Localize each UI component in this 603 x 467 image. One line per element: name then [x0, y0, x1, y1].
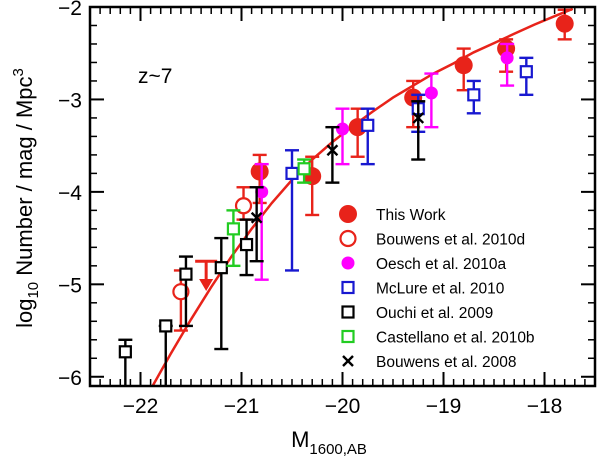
- legend-marker-this_work: [339, 205, 357, 223]
- x-tick-label: −18: [527, 395, 563, 418]
- y-axis-label: log10 Number / mag / Mpc3: [10, 68, 42, 328]
- upper-limit-arrowhead: [199, 278, 214, 291]
- data-point-oesch2010a: [335, 107, 350, 166]
- data-point-mclure2010: [360, 107, 375, 166]
- legend-item-mclure2010: McLure et al. 2010: [341, 280, 505, 298]
- x-tick-label: −22: [123, 395, 159, 418]
- legend-marker-mclure2010: [341, 280, 355, 295]
- marker-bouwens2008-stroke: [412, 112, 425, 124]
- legend: This Work Bouwens et al. 2010d Oesch et al…: [339, 205, 535, 371]
- data-points-layer: [118, 8, 574, 386]
- data-point-mclure2010: [519, 56, 534, 97]
- series-bouwens2008: [249, 100, 426, 263]
- marker-oesch2010a: [500, 51, 514, 65]
- marker-castellano2010b: [297, 162, 311, 176]
- legend-item-this_work: This Work: [339, 205, 446, 224]
- legend-marker-bouwens2008-stroke: [342, 355, 354, 367]
- data-point-oesch2010a: [500, 42, 515, 87]
- data-point-mclure2010: [466, 79, 481, 115]
- legend-marker-ouchi2009: [341, 305, 355, 319]
- marker-ouchi2009: [239, 237, 254, 252]
- y-axis-label-sub: 10: [25, 282, 42, 299]
- legend-marker-castellano2010b: [341, 329, 355, 344]
- x-tick-label: −20: [325, 395, 361, 418]
- axes: −22 −21 −20 −19 −18 −6 −5 −4 −3 −2: [58, 0, 596, 418]
- data-point-bouwens2008: [325, 125, 340, 184]
- data-point-bouwens2008: [411, 100, 426, 161]
- legend-label: Oesch et al. 2010a: [376, 256, 506, 273]
- marker-bouwens2008: [250, 211, 263, 224]
- legend-marker-oesch2010a: [341, 256, 355, 270]
- redshift-annotation: z~7: [138, 65, 172, 88]
- data-point-castellano2010b: [297, 158, 312, 184]
- marker-ouchi2009: [118, 345, 132, 359]
- marker-bouwens2010d: [172, 283, 190, 301]
- y-tick-label: −4: [58, 182, 82, 205]
- legend-item-bouwens2008: Bouwens et al. 2008: [342, 354, 516, 371]
- x-axis-label-sub: 1600,AB: [309, 441, 367, 458]
- series-ouchi2009: [118, 218, 254, 386]
- series-castellano2010b: [226, 158, 312, 268]
- marker-bouwens2008-stroke: [250, 211, 263, 224]
- data-point-ouchi2009: [239, 218, 254, 277]
- marker-this_work: [454, 56, 473, 75]
- data-point-ouchi2009: [118, 338, 133, 386]
- marker-this_work: [555, 14, 574, 33]
- marker-bouwens2008: [412, 112, 425, 124]
- data-point-bouwens2010d: [234, 186, 253, 221]
- y-tick-label: −5: [58, 274, 82, 297]
- x-tick-label: −21: [224, 395, 260, 418]
- marker-mclure2010: [519, 65, 533, 79]
- x-axis-label-main: M: [291, 427, 309, 452]
- marker-this_work: [250, 162, 269, 181]
- y-axis-label-post: Number / mag / Mpc: [12, 76, 37, 281]
- marker-ouchi2009: [214, 261, 228, 275]
- legend-label: Ouchi et al. 2009: [376, 305, 493, 322]
- legend-item-castellano2010b: Castellano et al. 2010b: [341, 329, 535, 347]
- data-point-ouchi2009: [178, 255, 193, 328]
- y-axis-label-pre: log: [12, 299, 37, 328]
- marker-mclure2010: [285, 166, 299, 180]
- marker-mclure2010: [361, 118, 375, 132]
- marker-mclure2010: [467, 88, 481, 102]
- y-tick-label: −2: [58, 0, 82, 20]
- data-point-mclure2010: [285, 149, 299, 272]
- y-axis-label-sup: 3: [10, 68, 27, 76]
- legend-label: Bouwens et al. 2008: [376, 354, 516, 371]
- marker-ouchi2009: [179, 267, 193, 281]
- legend-label: Castellano et al. 2010b: [376, 330, 535, 347]
- upper-limit-this_work: [195, 259, 218, 291]
- legend-item-oesch2010a: Oesch et al. 2010a: [341, 256, 506, 273]
- data-point-ouchi2009: [158, 319, 173, 386]
- marker-oesch2010a: [336, 122, 349, 136]
- marker-bouwens2008: [326, 144, 339, 157]
- data-point-castellano2010b: [226, 209, 241, 268]
- x-axis-label: M1600,AB: [291, 427, 367, 458]
- legend-marker-bouwens2010d: [339, 229, 357, 248]
- x-tick-label: −19: [426, 395, 462, 418]
- data-point-bouwens2008: [249, 186, 264, 263]
- y-tick-label: −3: [58, 89, 82, 112]
- legend-item-bouwens2010d: Bouwens et al. 2010d: [339, 229, 525, 249]
- data-point-oesch2010a: [424, 72, 439, 129]
- marker-bouwens2008-stroke: [326, 144, 339, 157]
- data-point-this_work: [348, 107, 367, 158]
- marker-oesch2010a: [424, 86, 438, 100]
- legend-label: This Work: [376, 207, 446, 224]
- marker-ouchi2009: [159, 319, 173, 333]
- legend-item-ouchi2009: Ouchi et al. 2009: [341, 305, 493, 322]
- marker-castellano2010b: [226, 222, 241, 236]
- legend-marker-bouwens2008: [342, 355, 354, 367]
- marker-oesch2010a: [255, 185, 269, 199]
- y-tick-label: −6: [58, 367, 82, 390]
- legend-label: Bouwens et al. 2010d: [376, 232, 525, 249]
- legend-label: McLure et al. 2010: [376, 281, 505, 298]
- data-point-this_work: [555, 8, 574, 41]
- data-point-ouchi2009: [214, 236, 229, 351]
